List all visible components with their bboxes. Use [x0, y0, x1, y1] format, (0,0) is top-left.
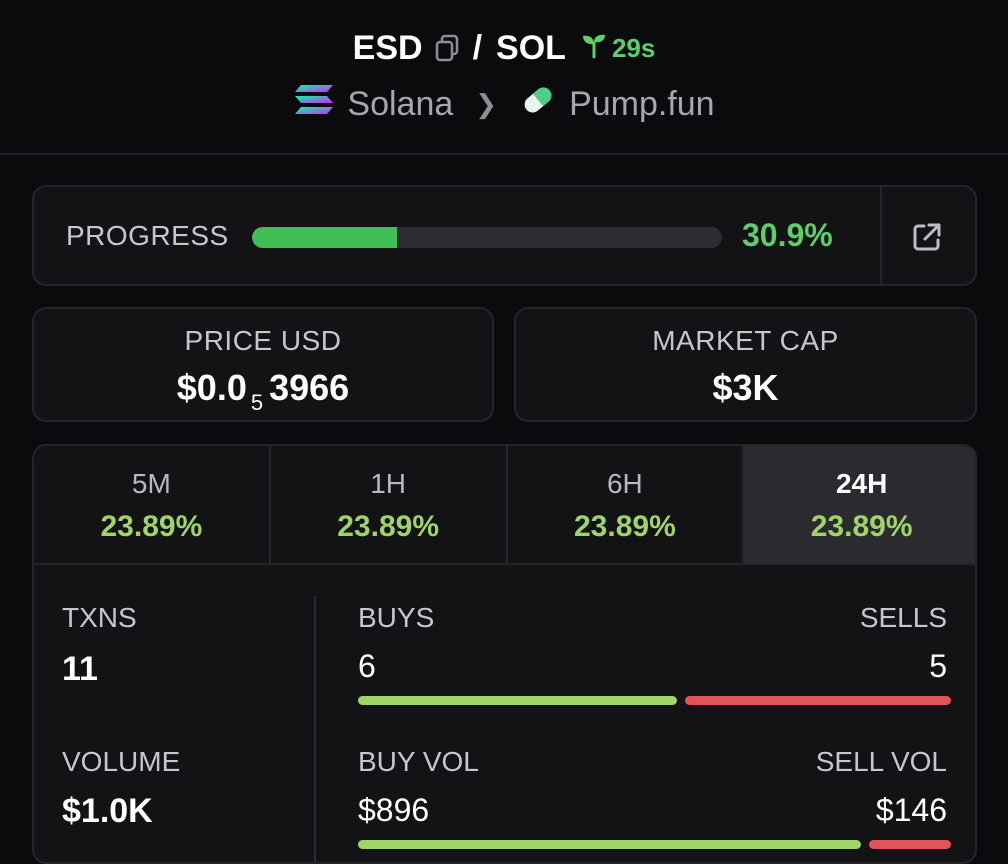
- pill-icon: [519, 81, 557, 128]
- base-symbol: ESD: [352, 28, 423, 67]
- tab-24h[interactable]: 24H 23.89%: [744, 446, 975, 563]
- sells-value: 5: [929, 648, 947, 684]
- age-text: 29s: [611, 32, 656, 63]
- tab-change: 23.89%: [574, 510, 676, 543]
- tab-5m[interactable]: 5M 23.89%: [34, 446, 271, 563]
- sell-vol-bar: [869, 840, 951, 849]
- txns-label: TXNS: [62, 602, 137, 633]
- price-zero-count: 5: [250, 390, 264, 415]
- tab-change: 23.89%: [810, 510, 913, 543]
- txns-value: 11: [62, 650, 98, 688]
- market-cap-label: MARKET CAP: [652, 325, 839, 356]
- tab-6h[interactable]: 6H 23.89%: [508, 446, 745, 563]
- price-value: $0.0 5 3966: [34, 367, 492, 415]
- buy-vol-bar: [358, 840, 861, 849]
- external-link-icon[interactable]: [911, 221, 943, 253]
- bonding-progress-card: PROGRESS 30.9%: [32, 185, 977, 286]
- tab-label: 1H: [370, 468, 407, 499]
- sells-label: SELLS: [859, 602, 947, 633]
- market-cap-card: MARKET CAP $3K: [514, 307, 977, 422]
- buys-label: BUYS: [358, 602, 435, 633]
- pair-header: ESD / SOL 29s: [0, 0, 1008, 155]
- solana-logo: [293, 83, 335, 126]
- sell-vol-value: $146: [875, 792, 947, 828]
- buys-value: 6: [358, 648, 376, 684]
- chain-breadcrumb: Solana ❯ Pump.fun: [0, 82, 1008, 126]
- progress-fill: [252, 227, 398, 248]
- timeframe-tabs: 5M 23.89% 1H 23.89% 6H 23.89% 24H 23.89%: [34, 446, 975, 565]
- tab-label: 24H: [835, 468, 888, 499]
- price-significant: 3966: [269, 367, 350, 408]
- market-cap-value: $3K: [712, 367, 779, 408]
- tab-change: 23.89%: [100, 510, 203, 543]
- progress-label: PROGRESS: [66, 220, 229, 251]
- chevron-right-icon: ❯: [475, 88, 498, 119]
- buy-vol-label: BUY VOL: [358, 746, 479, 777]
- tab-label: 6H: [606, 468, 643, 499]
- price-label: PRICE USD: [184, 325, 342, 356]
- tab-label: 5M: [131, 468, 171, 499]
- column-divider: [314, 596, 316, 862]
- price-prefix: $0.0: [176, 367, 247, 408]
- sells-bar: [685, 696, 951, 705]
- pair-title: ESD / SOL 29s: [0, 26, 1008, 70]
- progress-value: 30.9%: [742, 217, 833, 253]
- tab-change: 23.89%: [337, 510, 439, 543]
- tab-1h[interactable]: 1H 23.89%: [271, 446, 508, 563]
- dex-name[interactable]: Pump.fun: [569, 84, 715, 123]
- divider: [880, 187, 882, 284]
- buy-vol-value: $896: [358, 792, 430, 828]
- sell-vol-label: SELL VOL: [815, 746, 947, 777]
- price-usd-card: PRICE USD $0.0 5 3966: [32, 307, 494, 422]
- stats-panel: 5M 23.89% 1H 23.89% 6H 23.89% 24H 23.89%…: [32, 444, 977, 864]
- pair-age: 29s: [580, 31, 655, 66]
- volume-value: $1.0K: [62, 792, 153, 830]
- progress-bar: [252, 227, 722, 248]
- buys-bar: [358, 696, 677, 705]
- chain-name[interactable]: Solana: [347, 84, 454, 123]
- volume-label: VOLUME: [62, 746, 181, 777]
- sprout-icon: [580, 31, 608, 66]
- quote-symbol: SOL: [496, 28, 566, 67]
- pair-separator: /: [472, 28, 483, 67]
- copy-icon[interactable]: [435, 34, 459, 62]
